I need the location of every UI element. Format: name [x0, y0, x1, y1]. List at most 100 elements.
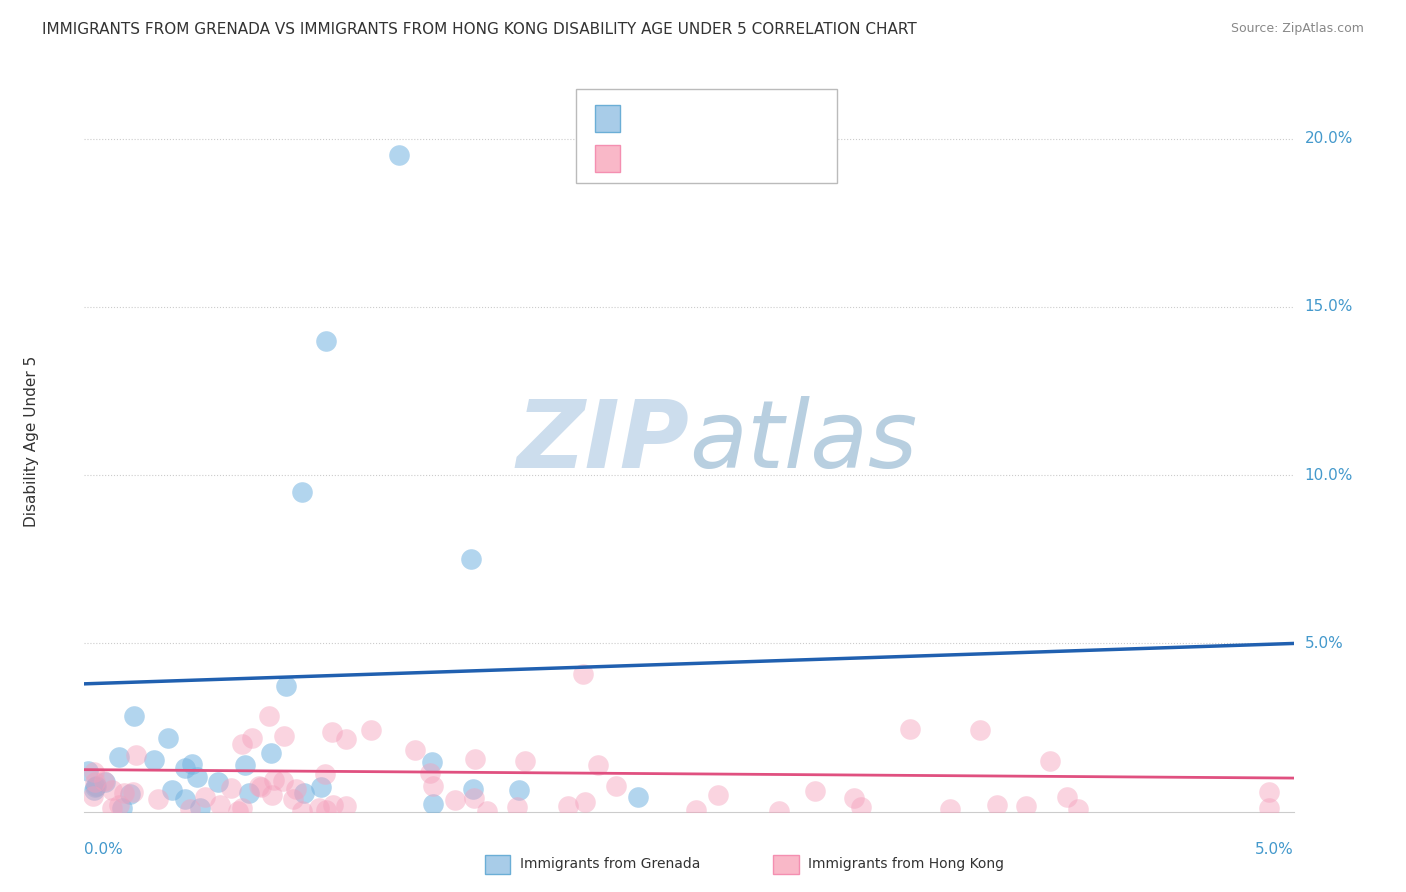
- Point: [419, 766, 441, 780]
- Point: [174, 762, 197, 776]
- Point: [122, 709, 145, 723]
- Point: [274, 679, 297, 693]
- Point: [557, 798, 579, 813]
- Text: 5.0%: 5.0%: [1305, 636, 1343, 651]
- Point: [685, 803, 707, 817]
- Point: [475, 805, 498, 819]
- Point: [179, 802, 201, 816]
- Point: [986, 797, 1008, 812]
- Point: [233, 758, 256, 772]
- Text: Source: ZipAtlas.com: Source: ZipAtlas.com: [1230, 22, 1364, 36]
- Point: [111, 801, 134, 815]
- Point: [463, 791, 485, 805]
- Text: Disability Age Under 5: Disability Age Under 5: [24, 356, 39, 527]
- Point: [315, 803, 337, 817]
- Point: [308, 801, 330, 815]
- Point: [84, 775, 107, 789]
- Point: [240, 731, 263, 745]
- Point: [422, 797, 444, 811]
- Text: 20.0%: 20.0%: [1305, 131, 1353, 146]
- Point: [188, 801, 211, 815]
- Point: [160, 782, 183, 797]
- Point: [1258, 801, 1281, 815]
- Point: [83, 783, 105, 797]
- Point: [174, 791, 197, 805]
- Point: [315, 334, 337, 348]
- Point: [360, 723, 382, 737]
- Point: [335, 732, 357, 747]
- Point: [404, 743, 426, 757]
- Point: [263, 772, 285, 787]
- Point: [849, 800, 872, 814]
- Point: [260, 746, 283, 760]
- Text: 0.0%: 0.0%: [84, 842, 124, 857]
- Point: [586, 757, 609, 772]
- Point: [226, 805, 249, 819]
- Point: [257, 709, 280, 723]
- Point: [121, 785, 143, 799]
- Point: [285, 781, 308, 796]
- Point: [93, 774, 115, 789]
- Point: [101, 800, 124, 814]
- Point: [461, 782, 484, 797]
- Point: [388, 148, 411, 162]
- Point: [513, 754, 536, 768]
- Point: [207, 774, 229, 789]
- Point: [82, 789, 104, 804]
- Point: [314, 767, 336, 781]
- Point: [186, 771, 208, 785]
- Point: [273, 729, 295, 743]
- Point: [231, 737, 253, 751]
- Point: [900, 723, 922, 737]
- Point: [290, 805, 312, 819]
- Point: [157, 731, 180, 746]
- Point: [84, 780, 107, 795]
- Point: [1039, 754, 1062, 768]
- Point: [422, 755, 444, 769]
- Point: [291, 485, 314, 500]
- Point: [322, 797, 344, 812]
- Point: [250, 780, 273, 794]
- Point: [292, 786, 315, 800]
- Point: [422, 779, 444, 793]
- Point: [194, 789, 217, 804]
- Point: [1015, 799, 1038, 814]
- Point: [84, 779, 107, 793]
- Text: IMMIGRANTS FROM GRENADA VS IMMIGRANTS FROM HONG KONG DISABILITY AGE UNDER 5 CORR: IMMIGRANTS FROM GRENADA VS IMMIGRANTS FR…: [42, 22, 917, 37]
- Point: [572, 667, 595, 681]
- Point: [219, 780, 242, 795]
- Point: [108, 798, 131, 813]
- Point: [271, 773, 294, 788]
- Point: [260, 788, 283, 802]
- Point: [506, 800, 529, 814]
- Point: [101, 783, 124, 797]
- Point: [180, 756, 202, 771]
- Text: 10.0%: 10.0%: [1305, 467, 1353, 483]
- Point: [321, 724, 343, 739]
- Point: [108, 750, 131, 764]
- Point: [231, 801, 253, 815]
- Point: [460, 552, 482, 566]
- Point: [508, 783, 530, 797]
- Point: [281, 792, 304, 806]
- Text: ZIP: ZIP: [516, 395, 689, 488]
- Point: [112, 786, 135, 800]
- Text: atlas: atlas: [689, 396, 917, 487]
- Text: 5.0%: 5.0%: [1254, 842, 1294, 857]
- Point: [707, 788, 730, 802]
- Point: [247, 779, 270, 793]
- Text: Immigrants from Hong Kong: Immigrants from Hong Kong: [808, 857, 1004, 871]
- Point: [309, 780, 332, 794]
- Point: [969, 723, 991, 738]
- Point: [627, 789, 650, 804]
- Point: [768, 804, 790, 818]
- Point: [142, 753, 165, 767]
- Point: [464, 752, 486, 766]
- Text: R = -0.045  N = 67: R = -0.045 N = 67: [630, 152, 769, 167]
- Point: [208, 798, 231, 813]
- Point: [118, 787, 141, 801]
- Point: [335, 798, 357, 813]
- Point: [1258, 785, 1281, 799]
- Point: [94, 774, 117, 789]
- Point: [444, 792, 467, 806]
